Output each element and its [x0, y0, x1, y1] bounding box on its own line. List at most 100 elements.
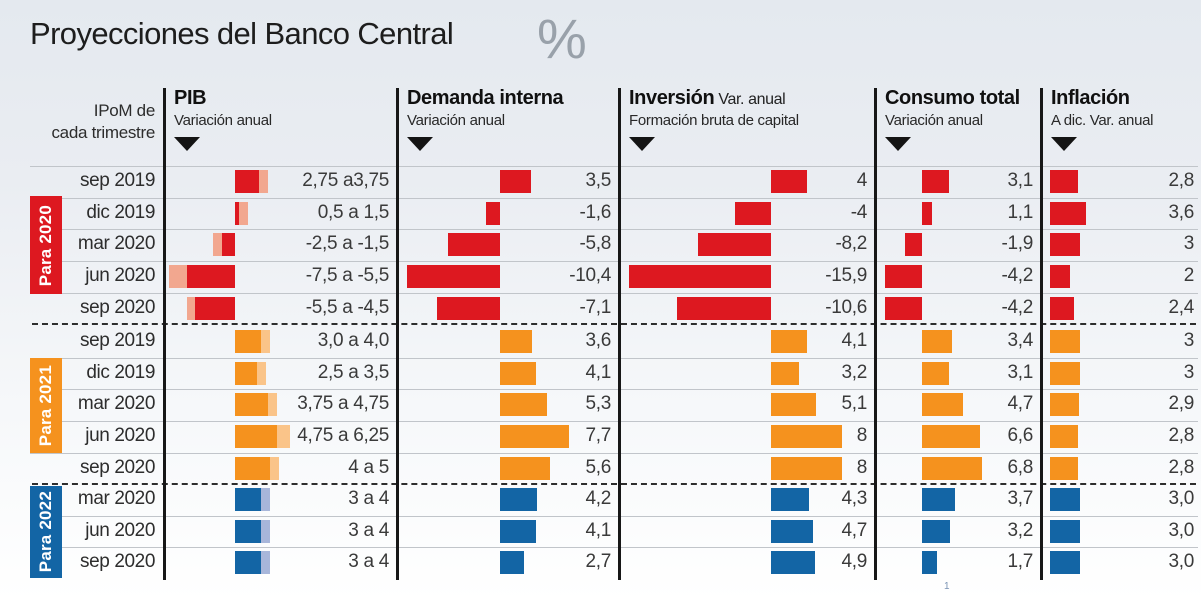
inflacion-value: 3,0	[1168, 551, 1194, 573]
inflacion-bar	[1050, 456, 1078, 480]
demanda-value: -10,4	[569, 265, 611, 287]
group-label: Para 2021	[36, 364, 55, 446]
inversion-bar	[771, 170, 807, 193]
consumo-bar	[922, 330, 952, 353]
consumo-value: -1,9	[1001, 233, 1033, 255]
demanda-bar	[500, 170, 532, 193]
pib-value: 4 a 5	[348, 456, 389, 478]
row-divider	[30, 453, 1198, 454]
demanda-bar	[485, 201, 500, 225]
inversion-value: 3,2	[841, 361, 867, 383]
consumo-bar	[922, 551, 937, 575]
pib-value: 3,75 a 4,75	[297, 393, 389, 415]
inflacion-value: 3	[1183, 361, 1195, 383]
inflacion-bar	[1050, 425, 1078, 449]
row-quarter-label: mar 2020	[77, 488, 155, 509]
group-label-box: Para 2020	[30, 196, 62, 295]
row-quarter-label: jun 2020	[85, 519, 155, 541]
pib-bar	[186, 265, 235, 289]
pib-value: 3 a 4	[348, 551, 389, 573]
inflacion-value: 2,8	[1168, 170, 1194, 191]
consumo-value: 1,1	[1007, 201, 1033, 223]
demanda-bar	[500, 361, 537, 385]
down-arrow-icon	[885, 137, 911, 151]
inversion-bar	[771, 519, 813, 543]
percent-icon: %	[537, 7, 587, 70]
demanda-value: 5,3	[585, 393, 611, 415]
column-separator	[618, 88, 621, 580]
inversion-bar	[771, 393, 817, 417]
consumo-bar	[885, 296, 922, 320]
consumo-value: 3,4	[1007, 330, 1033, 351]
column-title: Inversión	[629, 87, 715, 109]
demanda-bar	[448, 233, 500, 257]
demanda-value: 7,7	[585, 425, 611, 447]
demanda-value: 4,1	[585, 361, 611, 383]
pib-bar	[235, 393, 268, 417]
row-axis-label-line1: IPoM de	[93, 101, 156, 120]
inflacion-value: 3,0	[1168, 488, 1194, 509]
pib-value: 3 a 4	[348, 488, 389, 509]
demanda-value: -7,1	[579, 296, 611, 318]
group-label: Para 2020	[36, 204, 55, 286]
row-divider	[30, 229, 1198, 230]
demanda-value: 2,7	[585, 551, 611, 573]
group-label: Para 2022	[36, 490, 55, 573]
row-axis-label-line2: cada trimestre	[51, 123, 155, 143]
group-divider	[32, 323, 1196, 325]
inflacion-value: 2,9	[1168, 393, 1194, 415]
demanda-value: -1,6	[579, 201, 611, 223]
pib-value: 4,75 a 6,25	[297, 425, 389, 447]
pib-bar	[195, 296, 235, 320]
row-divider	[30, 293, 1198, 294]
column-title: Inflación	[1051, 87, 1130, 109]
demanda-bar	[500, 330, 533, 353]
row-quarter-label: mar 2020	[77, 393, 155, 415]
consumo-bar	[885, 265, 922, 289]
inversion-bar	[771, 551, 815, 575]
demanda-bar	[500, 519, 537, 543]
demanda-bar	[500, 488, 538, 511]
inversion-bar	[771, 425, 843, 449]
group-label-box: Para 2021	[30, 357, 62, 453]
column-subtitle: Variación anual	[885, 112, 983, 129]
pib-bar	[235, 201, 240, 225]
column-separator	[1040, 88, 1043, 580]
pib-bar	[235, 488, 262, 511]
column-subtitle: Variación anual	[407, 112, 505, 129]
footnote-mark: 1	[944, 581, 950, 592]
consumo-value: 3,1	[1007, 170, 1033, 191]
consumo-bar	[922, 170, 950, 193]
inflacion-bar	[1050, 330, 1080, 353]
inflacion-bar	[1050, 361, 1080, 385]
pib-range-bar	[186, 296, 196, 320]
inversion-value: 8	[856, 456, 868, 478]
consumo-bar	[922, 201, 932, 225]
inflacion-value: 2,8	[1168, 425, 1194, 447]
inversion-bar	[676, 296, 771, 320]
inversion-bar	[771, 456, 843, 480]
row-quarter-label: sep 2020	[80, 551, 155, 573]
column-header-inversion: Inversión Var. anual Formación bruta de …	[629, 87, 799, 151]
inflacion-value: 3,0	[1168, 519, 1194, 541]
pib-bar	[235, 170, 260, 193]
consumo-value: 3,1	[1007, 361, 1033, 383]
inflacion-value: 2,4	[1168, 296, 1194, 318]
inversion-value: -10,6	[825, 296, 867, 318]
column-title-suffix: Var. anual	[714, 91, 786, 108]
consumo-bar	[922, 456, 982, 480]
demanda-bar	[436, 296, 500, 320]
inversion-value: -4	[850, 201, 868, 223]
pib-value: 3,0 a 4,0	[317, 330, 390, 351]
row-quarter-label: mar 2020	[77, 233, 155, 255]
pib-range-bar	[239, 201, 249, 225]
inflacion-bar	[1050, 170, 1078, 193]
chart-title: Proyecciones del Banco Central	[30, 16, 454, 51]
column-header-consumo: Consumo total Variación anual	[885, 87, 1020, 151]
consumo-bar	[905, 233, 922, 257]
down-arrow-icon	[629, 137, 655, 151]
pib-range-bar	[270, 456, 279, 480]
pib-value: 2,5 a 3,5	[317, 361, 390, 383]
demanda-value: 4,2	[585, 488, 611, 509]
